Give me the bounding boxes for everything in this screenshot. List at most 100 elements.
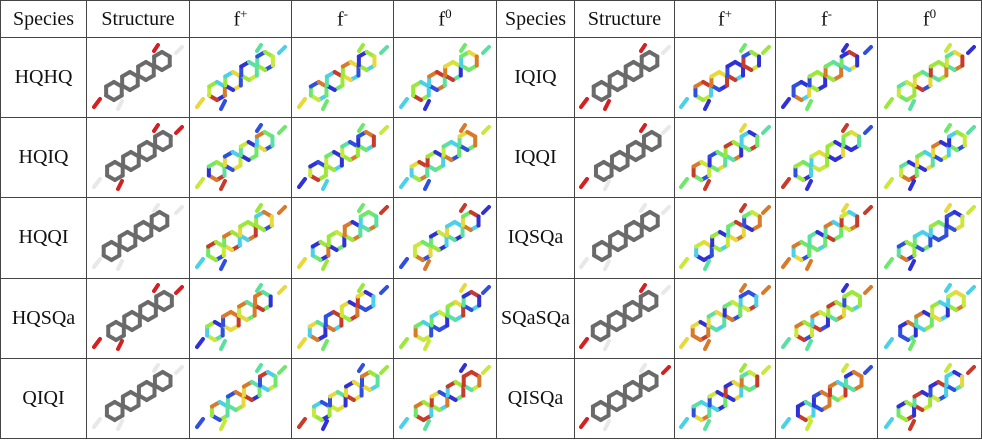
substituent bbox=[279, 207, 285, 213]
substituent bbox=[641, 45, 645, 51]
fukui-image bbox=[195, 203, 287, 273]
substituent bbox=[741, 285, 745, 291]
substituent bbox=[865, 287, 871, 293]
fukui-image bbox=[399, 43, 491, 113]
fukui-cell bbox=[292, 38, 394, 118]
substituent bbox=[154, 125, 158, 131]
species-cell: QISQa bbox=[497, 358, 575, 438]
substituent bbox=[299, 259, 305, 267]
substituent bbox=[279, 367, 285, 373]
substituent bbox=[381, 207, 387, 213]
substituent bbox=[968, 47, 974, 53]
substituent bbox=[323, 341, 327, 349]
substituent bbox=[279, 287, 285, 293]
substituent bbox=[681, 179, 687, 187]
substituent bbox=[461, 125, 465, 131]
substituent bbox=[257, 45, 261, 51]
substituent bbox=[257, 125, 261, 131]
substituent bbox=[94, 179, 100, 187]
header-cell: f+ bbox=[190, 1, 292, 38]
substituent bbox=[94, 99, 100, 107]
header-superscript: 0 bbox=[930, 6, 937, 21]
fukui-image bbox=[884, 283, 976, 353]
substituent bbox=[663, 47, 669, 53]
fukui-image bbox=[884, 43, 976, 113]
structure-cell bbox=[87, 358, 190, 438]
fukui-cell bbox=[675, 38, 776, 118]
substituent bbox=[94, 259, 100, 267]
substituent bbox=[843, 45, 847, 51]
structure-cell bbox=[575, 118, 675, 198]
substituent bbox=[323, 261, 327, 269]
substituent bbox=[946, 285, 950, 291]
fukui-cell bbox=[190, 278, 292, 358]
header-cell: Structure bbox=[87, 1, 190, 38]
fukui-image bbox=[679, 43, 771, 113]
substituent bbox=[257, 205, 261, 211]
header-base: f bbox=[821, 9, 828, 31]
header-superscript: + bbox=[725, 6, 732, 21]
fukui-image bbox=[679, 203, 771, 273]
substituent bbox=[807, 261, 811, 269]
substituent bbox=[176, 47, 182, 53]
fukui-cell bbox=[878, 38, 982, 118]
structure-cell bbox=[575, 278, 675, 358]
substituent bbox=[197, 419, 203, 427]
header-cell: Species bbox=[1, 1, 87, 38]
substituent bbox=[94, 339, 100, 347]
structure-cell bbox=[87, 278, 190, 358]
substituent bbox=[705, 421, 709, 429]
substituent bbox=[118, 101, 122, 109]
substituent bbox=[221, 421, 225, 429]
substituent bbox=[176, 127, 182, 133]
substituent bbox=[605, 421, 609, 429]
substituent bbox=[118, 261, 122, 269]
substituent bbox=[118, 181, 122, 189]
species-cell: IQSQa bbox=[497, 198, 575, 278]
substituent bbox=[605, 341, 609, 349]
fukui-cell bbox=[675, 118, 776, 198]
fukui-image bbox=[399, 203, 491, 273]
substituent bbox=[946, 365, 950, 371]
substituent bbox=[197, 339, 203, 347]
substituent bbox=[483, 287, 489, 293]
structure-image bbox=[92, 203, 184, 273]
structure-image bbox=[579, 43, 671, 113]
substituent bbox=[605, 181, 609, 189]
substituent bbox=[359, 205, 363, 211]
substituent bbox=[401, 179, 407, 187]
substituent bbox=[461, 45, 465, 51]
header-cell: Species bbox=[497, 1, 575, 38]
fukui-image bbox=[679, 123, 771, 193]
species-table: SpeciesStructuref+f-f0SpeciesStructuref+… bbox=[0, 0, 982, 439]
substituent bbox=[154, 45, 158, 51]
fukui-cell bbox=[394, 278, 497, 358]
fukui-cell bbox=[190, 358, 292, 438]
fukui-image bbox=[297, 123, 389, 193]
structure-image bbox=[92, 283, 184, 353]
substituent bbox=[843, 125, 847, 131]
substituent bbox=[176, 207, 182, 213]
fukui-image bbox=[297, 363, 389, 433]
substituent bbox=[968, 287, 974, 293]
fukui-cell bbox=[190, 118, 292, 198]
fukui-cell bbox=[394, 198, 497, 278]
substituent bbox=[741, 45, 745, 51]
fukui-image bbox=[195, 363, 287, 433]
fukui-image bbox=[884, 203, 976, 273]
fukui-image bbox=[781, 203, 873, 273]
substituent bbox=[257, 365, 261, 371]
structure-image bbox=[92, 43, 184, 113]
fukui-cell bbox=[878, 278, 982, 358]
fukui-image bbox=[884, 123, 976, 193]
substituent bbox=[257, 285, 261, 291]
fukui-cell bbox=[190, 198, 292, 278]
header-superscript: - bbox=[828, 6, 832, 21]
substituent bbox=[663, 207, 669, 213]
substituent bbox=[910, 341, 914, 349]
structure-image bbox=[579, 283, 671, 353]
fukui-image bbox=[781, 363, 873, 433]
substituent bbox=[154, 365, 158, 371]
substituent bbox=[197, 259, 203, 267]
substituent bbox=[807, 421, 811, 429]
